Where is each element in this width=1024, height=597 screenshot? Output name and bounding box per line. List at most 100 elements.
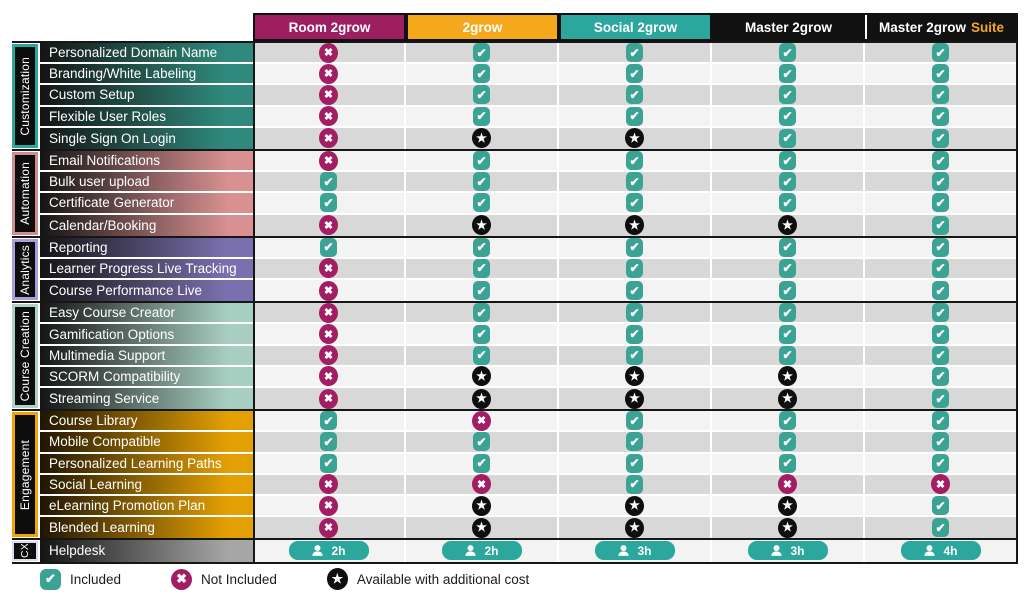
feature-cell bbox=[712, 303, 865, 325]
feature-cell bbox=[406, 43, 559, 65]
feature-cell bbox=[712, 127, 865, 149]
helpdesk-hours-badge: 2h bbox=[440, 540, 523, 562]
feature-cell bbox=[865, 345, 1018, 367]
not-included-icon bbox=[319, 517, 338, 538]
included-icon bbox=[473, 345, 490, 365]
column-header-label: Master 2grow bbox=[878, 19, 966, 35]
feature-cell bbox=[559, 411, 712, 433]
included-icon bbox=[626, 43, 643, 63]
feature-cell bbox=[865, 258, 1018, 281]
feature-label: SCORM Compatibility bbox=[40, 366, 253, 388]
included-icon bbox=[932, 518, 949, 538]
feature-cell bbox=[865, 495, 1018, 518]
additional-cost-icon bbox=[625, 366, 644, 387]
helpdesk-hours: 2h bbox=[331, 543, 346, 558]
category-tab-engagement: Engagement bbox=[12, 412, 38, 538]
included-icon bbox=[320, 411, 337, 431]
feature-cell: 2h bbox=[406, 540, 559, 562]
feature-cell bbox=[865, 150, 1018, 173]
feature-cell bbox=[865, 303, 1018, 325]
not-included-icon bbox=[472, 410, 491, 431]
included-icon bbox=[779, 172, 796, 192]
feature-label: Gamification Options bbox=[40, 324, 253, 346]
feature-cell bbox=[253, 214, 406, 236]
feature-cell bbox=[865, 366, 1018, 388]
included-icon bbox=[40, 568, 61, 590]
included-icon bbox=[932, 64, 949, 84]
additional-cost-icon bbox=[472, 517, 491, 538]
feature-cell bbox=[406, 280, 559, 302]
additional-cost-icon bbox=[778, 495, 797, 516]
feature-label: Blended Learning bbox=[40, 517, 253, 539]
included-icon bbox=[932, 324, 949, 344]
included-icon bbox=[932, 411, 949, 431]
feature-group-course-creation: Course Creation Easy Course CreatorGamifi… bbox=[12, 301, 1018, 410]
feature-label: Social Learning bbox=[40, 474, 253, 496]
feature-cell bbox=[559, 258, 712, 281]
included-icon bbox=[626, 151, 643, 171]
category-tab-automation: Automation bbox=[12, 151, 38, 235]
included-icon bbox=[932, 453, 949, 473]
feature-cell bbox=[865, 64, 1018, 86]
included-icon bbox=[473, 258, 490, 278]
feature-cell bbox=[712, 237, 865, 259]
feature-cell bbox=[712, 150, 865, 173]
included-icon bbox=[626, 193, 643, 213]
column-header-2grow: 2grow bbox=[408, 15, 557, 39]
feature-label: Personalized Learning Paths bbox=[40, 453, 253, 475]
feature-cell bbox=[559, 85, 712, 107]
feature-cell bbox=[253, 366, 406, 388]
feature-cell bbox=[559, 280, 712, 302]
feature-cell bbox=[559, 517, 712, 539]
column-header-label: Social 2grow bbox=[593, 19, 678, 35]
feature-cell bbox=[406, 127, 559, 149]
included-icon bbox=[779, 128, 796, 148]
feature-cell bbox=[406, 474, 559, 496]
feature-cell bbox=[559, 453, 712, 475]
included-icon bbox=[779, 324, 796, 344]
included-icon bbox=[779, 151, 796, 171]
column-header-label: 2grow bbox=[462, 19, 503, 35]
not-included-icon bbox=[319, 388, 338, 409]
additional-cost-icon bbox=[472, 366, 491, 387]
included-icon bbox=[473, 453, 490, 473]
plan-header-row: Room 2grow 2grow Social 2grow Master 2grow M… bbox=[253, 13, 1018, 41]
feature-label: Branding/White Labeling bbox=[40, 64, 253, 86]
feature-label: Course Library bbox=[40, 411, 253, 433]
feature-cell: 3h bbox=[559, 540, 712, 562]
column-header-master-2growsuite: Master 2grow Suite bbox=[865, 15, 1016, 39]
feature-cell bbox=[712, 411, 865, 433]
additional-cost-icon bbox=[625, 495, 644, 516]
feature-cell bbox=[559, 43, 712, 65]
included-icon bbox=[932, 151, 949, 171]
feature-label: Multimedia Support bbox=[40, 345, 253, 367]
category-tab-course-creation: Course Creation bbox=[12, 304, 38, 409]
included-icon bbox=[932, 172, 949, 192]
feature-cell bbox=[712, 172, 865, 194]
included-icon bbox=[320, 237, 337, 257]
feature-cell bbox=[406, 517, 559, 539]
feature-cell bbox=[253, 388, 406, 410]
not-included-icon bbox=[319, 495, 338, 516]
legend-label: Not Included bbox=[201, 571, 277, 587]
feature-cell bbox=[712, 280, 865, 302]
included-icon bbox=[473, 324, 490, 344]
feature-cell bbox=[865, 324, 1018, 346]
feature-label: Course Performance Live bbox=[40, 280, 253, 302]
not-included-icon bbox=[171, 568, 193, 590]
feature-cell bbox=[559, 432, 712, 454]
included-icon bbox=[779, 85, 796, 105]
included-icon bbox=[626, 303, 643, 323]
feature-cell bbox=[253, 63, 406, 86]
included-icon bbox=[932, 281, 949, 301]
included-icon bbox=[473, 193, 490, 213]
feature-cell bbox=[406, 150, 559, 173]
not-included-icon bbox=[319, 258, 338, 279]
feature-cell bbox=[865, 411, 1018, 433]
feature-label: Learner Progress Live Tracking bbox=[40, 258, 253, 281]
feature-group-customization: Customization Personalized Domain NameBra… bbox=[12, 42, 1018, 149]
additional-cost-icon bbox=[625, 128, 644, 149]
legend-item-available-with-additional-cost: Available with additional cost bbox=[326, 568, 529, 590]
additional-cost-icon bbox=[778, 215, 797, 236]
included-icon bbox=[779, 411, 796, 431]
